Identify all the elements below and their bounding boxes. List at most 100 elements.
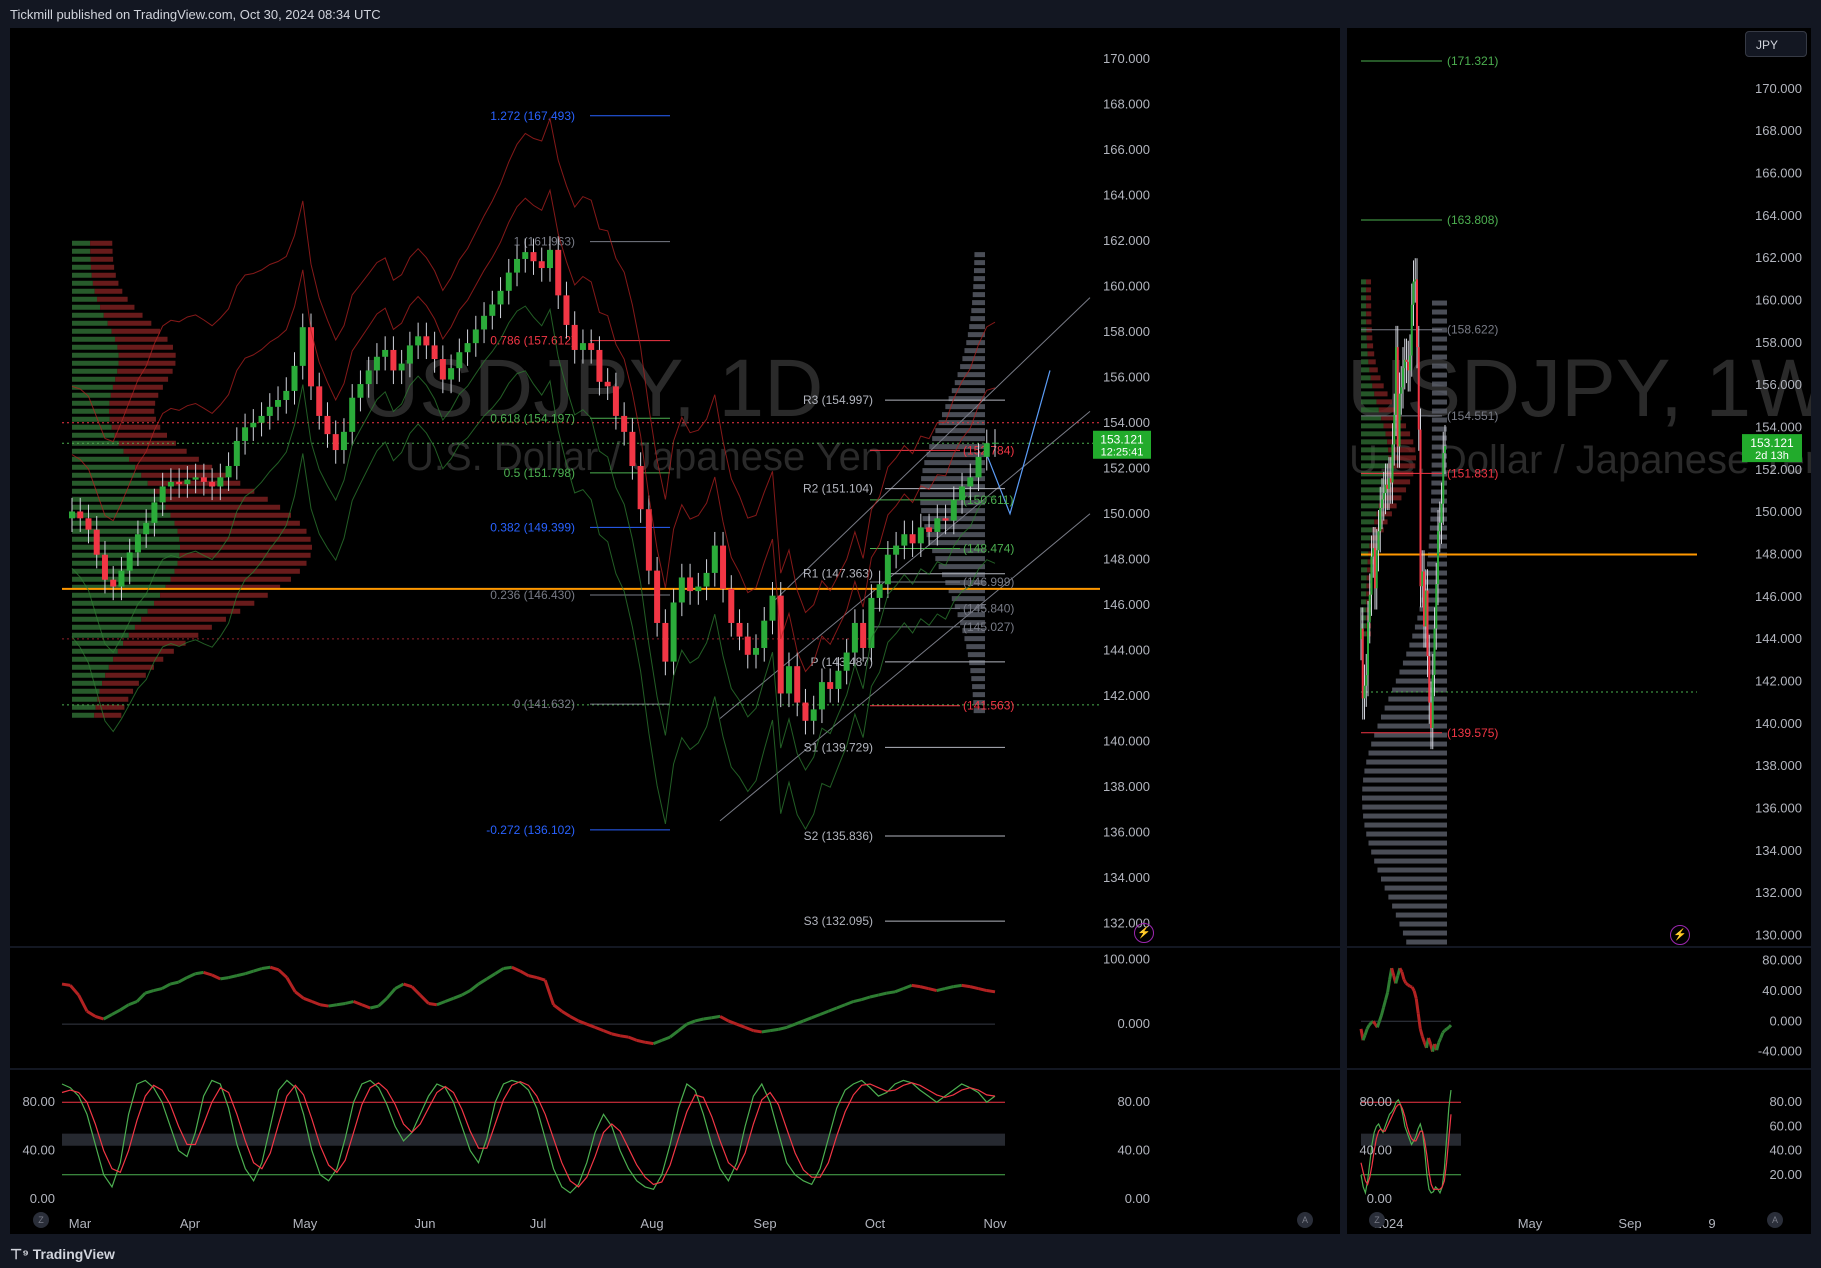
weekly-profile-bar bbox=[1388, 455, 1416, 461]
main-chart-pane[interactable]: USDJPY, 1D U.S. Dollar / Japanese Yen 1.27… bbox=[10, 28, 1340, 946]
oscillator-segment bbox=[528, 974, 538, 980]
oscillator-segment bbox=[652, 1038, 663, 1045]
candle-body bbox=[390, 349, 397, 371]
weekly-volume-bar bbox=[1430, 516, 1447, 522]
weekly-alert-bolt-icon[interactable]: ⚡ bbox=[1670, 925, 1690, 945]
weekly-volume-bar bbox=[1431, 381, 1447, 387]
stoch-pane[interactable]: 80.00 40.00 0.00 80.00 40.00 0.00 Mar Apr May Jun… bbox=[10, 1070, 1340, 1234]
session-volume-bar bbox=[929, 540, 985, 546]
oscillator-segment bbox=[894, 987, 904, 994]
volume-profile-bar bbox=[72, 272, 92, 278]
volume-profile-bar bbox=[94, 288, 123, 294]
weekly-volume-bar bbox=[1431, 408, 1447, 414]
session-volume-bar bbox=[945, 580, 985, 586]
stoch-left-y-tick: 80.00 bbox=[1359, 1094, 1392, 1109]
weekly-zoom-icon[interactable]: Z bbox=[1369, 1212, 1385, 1228]
candle-body bbox=[901, 534, 908, 546]
oscillator-segment bbox=[177, 976, 188, 984]
weekly-profile-bar bbox=[1370, 375, 1381, 381]
oscillator-segment bbox=[377, 997, 388, 1008]
candle-body bbox=[456, 352, 463, 369]
candle-body bbox=[860, 622, 867, 648]
volume-profile-bar bbox=[72, 432, 115, 438]
candle-body bbox=[258, 415, 265, 423]
alert-bolt-icon[interactable]: ⚡ bbox=[1134, 923, 1154, 943]
candle-body bbox=[324, 415, 331, 435]
oscillator-segment bbox=[861, 995, 871, 1002]
oscillator-segment bbox=[303, 996, 313, 1003]
oscillator-segment bbox=[1368, 1021, 1373, 1027]
volume-profile-bar bbox=[134, 624, 212, 630]
tradingview-logo[interactable]: ⊤⁹ TradingView bbox=[10, 1246, 115, 1263]
y-axis-tick: 152.000 bbox=[1103, 460, 1150, 475]
weekly-profile-bar bbox=[1361, 407, 1379, 413]
stoch-k-line bbox=[61, 1079, 996, 1194]
candle-body bbox=[489, 304, 496, 316]
weekly-watermark-description: U.S. Dollar / Japanese Yen bbox=[1349, 438, 1811, 482]
oscillator-segment bbox=[1365, 1024, 1371, 1030]
weekly-volume-bar bbox=[1371, 741, 1447, 747]
candle-body bbox=[555, 249, 562, 296]
session-volume-bar bbox=[973, 700, 985, 706]
weekly-profile-bar bbox=[1361, 335, 1367, 341]
volume-profile-bar bbox=[72, 616, 142, 622]
weekly-oscillator-pane[interactable]: 80.000 40.000 0.000 -40.000 bbox=[1347, 948, 1811, 1068]
y-axis-tick: 168.000 bbox=[1103, 96, 1150, 111]
volume-profile-bar bbox=[111, 424, 161, 430]
level-label: (145.027) bbox=[963, 620, 1014, 634]
weekly-volume-bar bbox=[1431, 318, 1447, 324]
x-axis-tick: Jun bbox=[415, 1216, 436, 1231]
oscillator-segment bbox=[694, 1017, 704, 1023]
oscillator-segment bbox=[269, 965, 280, 972]
volume-profile-bar bbox=[92, 280, 119, 286]
weekly-y-axis-tick: 138.000 bbox=[1755, 758, 1802, 773]
volume-profile-bar bbox=[72, 512, 171, 518]
candle-body bbox=[357, 384, 364, 398]
currency-button[interactable]: JPY bbox=[1745, 31, 1807, 57]
weekly-volume-bar bbox=[1423, 588, 1447, 594]
volume-profile-bar bbox=[160, 496, 268, 502]
weekly-last-price-value: 153.121 bbox=[1750, 436, 1794, 450]
candle-body bbox=[242, 427, 249, 441]
oscillator-segment bbox=[1407, 983, 1411, 988]
oscillator-pane[interactable]: 100.000 0.000 bbox=[10, 948, 1340, 1068]
stoch-svg: 80.00 40.00 0.00 80.00 40.00 0.00 Mar Apr May Jun… bbox=[22, 1079, 1150, 1231]
candle-body bbox=[291, 365, 298, 391]
oscillator-segment bbox=[827, 1006, 838, 1013]
session-volume-bar bbox=[924, 524, 985, 530]
weekly-profile-bar bbox=[1361, 391, 1375, 397]
weekly-profile-bar bbox=[1366, 311, 1372, 317]
volume-profile-bar bbox=[154, 600, 255, 606]
weekly-candle-body bbox=[1412, 281, 1415, 305]
candle-body bbox=[769, 595, 776, 621]
auto-scale-icon[interactable]: A bbox=[1297, 1212, 1313, 1228]
volume-profile-bar bbox=[117, 344, 173, 350]
candle-body bbox=[744, 636, 751, 655]
weekly-candle-body bbox=[1424, 590, 1427, 627]
oscillator-segment bbox=[644, 1040, 654, 1046]
weekly-candle-body bbox=[1360, 628, 1362, 640]
session-volume-bar bbox=[941, 572, 985, 578]
session-volume-bar bbox=[938, 564, 985, 570]
candle-body bbox=[497, 290, 504, 305]
weekly-auto-scale-icon[interactable]: A bbox=[1767, 1212, 1783, 1228]
weekly-chart-pane[interactable]: USDJPY, 1W U.S. Dollar / Japanese Yen (171… bbox=[1347, 28, 1811, 946]
oscillator-segment bbox=[344, 1000, 354, 1005]
tv-logo-icon: ⊤⁹ bbox=[10, 1246, 33, 1262]
stoch-y-tick: 80.00 bbox=[1117, 1094, 1150, 1109]
zoom-icon[interactable]: Z bbox=[33, 1212, 49, 1228]
weekly-profile-bar bbox=[1381, 495, 1402, 501]
weekly-level-label: (171.321) bbox=[1447, 54, 1498, 68]
weekly-volume-bar bbox=[1419, 606, 1447, 612]
weekly-level-label: (154.551) bbox=[1447, 409, 1498, 423]
weekly-volume-bar bbox=[1362, 786, 1447, 792]
session-volume-bar bbox=[973, 284, 985, 290]
weekly-stoch-pane[interactable]: 80.00 60.00 40.00 20.00 80.00 40.00 0.00 2024 Ma… bbox=[1347, 1070, 1811, 1234]
weekly-y-axis-tick: 150.000 bbox=[1755, 504, 1802, 519]
volume-profile-bar bbox=[72, 352, 119, 358]
weekly-profile-bar bbox=[1361, 279, 1367, 285]
candle-body bbox=[950, 500, 957, 521]
candle-body bbox=[670, 602, 677, 662]
candle-body bbox=[942, 518, 949, 521]
